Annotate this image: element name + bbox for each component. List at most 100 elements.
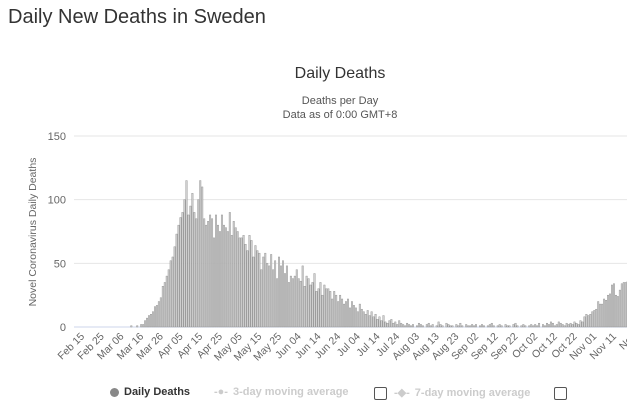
- bar-Nov-12[interactable]: [614, 294, 617, 328]
- bar-May-22[interactable]: [272, 269, 275, 328]
- bar-Mar-31[interactable]: [169, 260, 172, 328]
- bar-Apr-16[interactable]: [201, 186, 204, 328]
- bar-Apr-26[interactable]: [220, 214, 223, 328]
- bar-Apr-24[interactable]: [217, 224, 219, 328]
- bar-Apr-5[interactable]: [179, 217, 182, 328]
- bar-Mar-20[interactable]: [148, 315, 150, 328]
- bar-Jun-3[interactable]: [295, 269, 298, 328]
- bar-May-5[interactable]: [238, 237, 241, 328]
- bar-Oct-17[interactable]: [563, 325, 566, 328]
- 7day-average-checkbox[interactable]: [554, 387, 567, 400]
- bar-Nov-17[interactable]: [624, 282, 627, 328]
- bar-May-7[interactable]: [242, 235, 245, 328]
- bar-Aug-13[interactable]: [435, 325, 438, 328]
- bar-May-30[interactable]: [287, 282, 290, 328]
- bar-Jul-19[interactable]: [386, 322, 389, 328]
- bar-Oct-3[interactable]: [536, 325, 539, 328]
- bar-Sep-17[interactable]: [504, 324, 507, 328]
- bar-Aug-6[interactable]: [421, 325, 424, 328]
- bar-May-12[interactable]: [252, 256, 255, 328]
- bar-Sep-1[interactable]: [473, 325, 476, 328]
- bar-Aug-21[interactable]: [451, 325, 454, 328]
- bar-Jul-31[interactable]: [410, 325, 412, 328]
- bar-Jun-29[interactable]: [347, 298, 349, 328]
- bar-Aug-29[interactable]: [467, 325, 470, 328]
- bar-Aug-1[interactable]: [412, 324, 414, 328]
- bar-Nov-2[interactable]: [595, 308, 598, 328]
- bar-Nov-7[interactable]: [605, 300, 608, 328]
- bar-Jun-1[interactable]: [291, 278, 294, 328]
- bar-Sep-21[interactable]: [512, 324, 515, 328]
- bar-Jul-29[interactable]: [406, 322, 409, 328]
- bar-Oct-28[interactable]: [585, 314, 588, 328]
- bar-Oct-21[interactable]: [571, 324, 574, 328]
- legend-daily-deaths[interactable]: Daily Deaths: [110, 386, 190, 398]
- bar-Jun-12[interactable]: [313, 273, 316, 328]
- bar-Jul-13[interactable]: [374, 314, 377, 328]
- bar-Jul-17[interactable]: [382, 315, 385, 328]
- bar-Apr-30[interactable]: [228, 212, 231, 328]
- bar-Jul-10[interactable]: [368, 315, 371, 328]
- bar-Jul-4[interactable]: [356, 311, 359, 328]
- bar-Apr-3[interactable]: [175, 233, 178, 328]
- bar-Apr-29[interactable]: [226, 231, 229, 328]
- bar-Mar-14[interactable]: [136, 325, 139, 328]
- bar-Mar-17[interactable]: [142, 324, 145, 328]
- bar-Mar-28[interactable]: [163, 282, 166, 328]
- bar-May-8[interactable]: [244, 244, 247, 328]
- bar-Oct-16[interactable]: [561, 324, 564, 328]
- bar-Jul-21[interactable]: [390, 319, 393, 328]
- bar-May-3[interactable]: [234, 227, 237, 328]
- bar-Nov-16[interactable]: [622, 282, 625, 328]
- bar-Mar-25[interactable]: [157, 301, 160, 328]
- bar-Aug-15[interactable]: [439, 324, 442, 328]
- bar-Apr-15[interactable]: [199, 180, 202, 328]
- bar-Jun-30[interactable]: [349, 307, 351, 328]
- bar-Apr-28[interactable]: [224, 227, 227, 328]
- bar-Jul-27[interactable]: [402, 324, 405, 328]
- bar-Aug-28[interactable]: [465, 324, 468, 328]
- bar-Apr-19[interactable]: [207, 221, 210, 328]
- bar-Apr-23[interactable]: [215, 214, 217, 328]
- bar-May-16[interactable]: [260, 269, 263, 328]
- bar-May-29[interactable]: [285, 265, 288, 328]
- bar-Aug-26[interactable]: [461, 325, 464, 328]
- bar-May-31[interactable]: [289, 275, 292, 328]
- bar-Mar-16[interactable]: [140, 324, 143, 328]
- bar-Aug-18[interactable]: [445, 322, 448, 328]
- bar-Sep-4[interactable]: [479, 325, 481, 328]
- bar-Oct-12[interactable]: [553, 325, 556, 328]
- bar-Jun-22[interactable]: [333, 291, 336, 328]
- bar-May-27[interactable]: [282, 260, 284, 328]
- bar-Jul-26[interactable]: [400, 322, 403, 328]
- bar-Jul-3[interactable]: [354, 307, 357, 328]
- bar-Jun-23[interactable]: [335, 294, 338, 328]
- bar-Apr-10[interactable]: [189, 205, 192, 328]
- bar-May-2[interactable]: [232, 221, 235, 328]
- bar-Nov-9[interactable]: [609, 293, 611, 328]
- bar-May-13[interactable]: [254, 245, 257, 328]
- bar-Mar-11[interactable]: [130, 325, 133, 328]
- bar-Oct-8[interactable]: [546, 322, 548, 328]
- bar-Jul-1[interactable]: [350, 301, 353, 328]
- bar-Mar-21[interactable]: [150, 314, 152, 328]
- bar-May-15[interactable]: [258, 252, 261, 328]
- bar-Jun-15[interactable]: [319, 282, 322, 328]
- bar-Nov-8[interactable]: [607, 294, 609, 328]
- bar-Jul-5[interactable]: [358, 303, 361, 328]
- bar-Jun-16[interactable]: [321, 294, 324, 328]
- bar-Jul-8[interactable]: [364, 314, 367, 328]
- bar-Jun-25[interactable]: [339, 294, 342, 328]
- bar-Jun-7[interactable]: [303, 286, 306, 328]
- bar-Oct-29[interactable]: [587, 315, 590, 328]
- bar-Oct-20[interactable]: [569, 322, 572, 328]
- bar-Jul-25[interactable]: [398, 320, 401, 328]
- bar-May-28[interactable]: [284, 273, 286, 328]
- bar-May-6[interactable]: [240, 237, 243, 328]
- bar-Sep-10[interactable]: [490, 322, 493, 328]
- bar-Mar-24[interactable]: [155, 305, 158, 328]
- bar-Sep-8[interactable]: [486, 325, 489, 328]
- bar-Jul-2[interactable]: [352, 305, 355, 328]
- bar-Aug-4[interactable]: [417, 322, 420, 328]
- bar-Jun-17[interactable]: [323, 284, 326, 328]
